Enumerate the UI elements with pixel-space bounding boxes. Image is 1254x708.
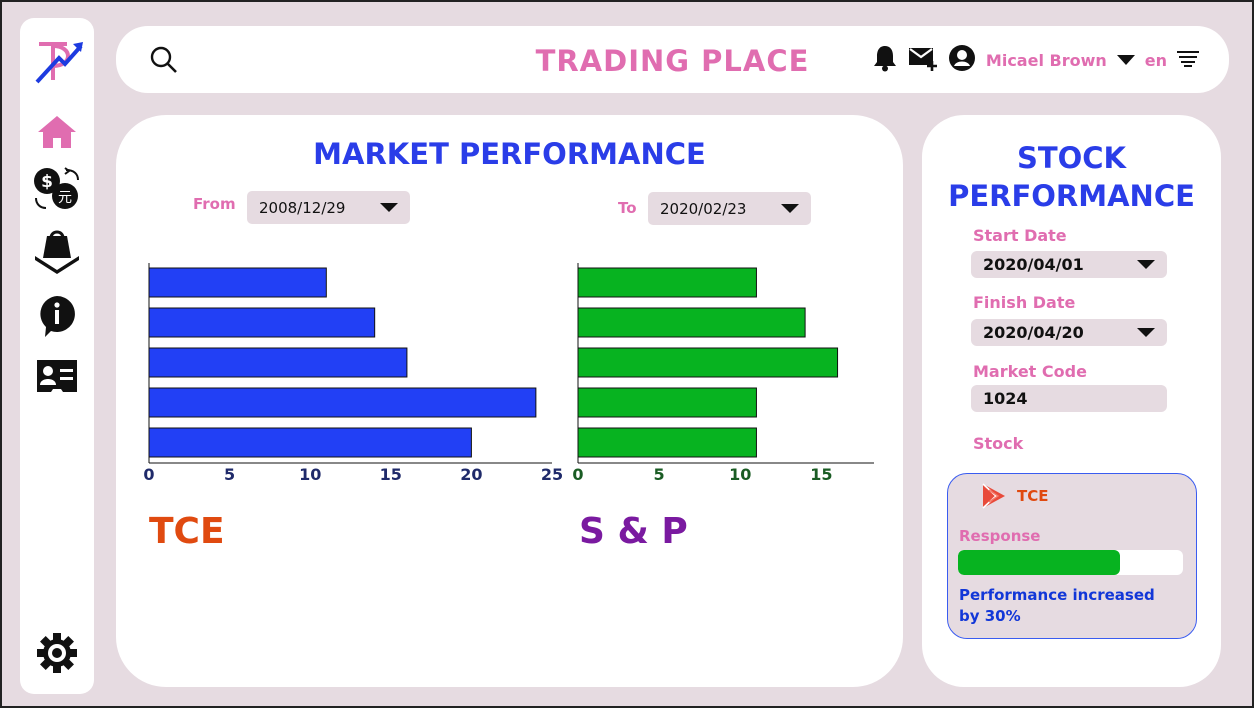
stock-card-name: TCE — [1017, 487, 1049, 505]
play-store-icon — [981, 482, 1007, 514]
market-code-value: 1024 — [983, 389, 1028, 408]
sp-bar-chart: 0 5 10 15 — [572, 263, 874, 484]
to-date-value: 2020/02/23 — [660, 199, 747, 218]
chart-tick-label: 0 — [572, 465, 583, 484]
chevron-down-icon — [1137, 328, 1155, 337]
chart-bar — [577, 307, 806, 338]
finish-date-dropdown[interactable]: 2020/04/20 — [971, 319, 1167, 346]
chart-tick-label: 25 — [541, 465, 563, 484]
bell-icon[interactable] — [872, 44, 898, 76]
chevron-down-icon — [1137, 260, 1155, 269]
language-selector[interactable]: en — [1144, 50, 1167, 70]
chevron-down-icon — [781, 204, 799, 213]
start-date-value: 2020/04/01 — [983, 255, 1084, 274]
response-progress-bar — [958, 550, 1183, 575]
to-label: To — [618, 199, 637, 217]
from-date-dropdown[interactable]: 2008/12/29 — [247, 191, 410, 224]
stock-performance-panel: STOCK PERFORMANCE Start Date 2020/04/01 … — [922, 115, 1221, 687]
search-icon[interactable] — [150, 46, 178, 78]
logo-icon[interactable] — [20, 34, 94, 90]
chart-tick-label: 5 — [654, 465, 665, 484]
svg-text:元: 元 — [58, 190, 72, 206]
chart-bar — [577, 267, 757, 298]
sidebar: $ 元 — [20, 18, 94, 694]
user-menu-caret-icon[interactable] — [1116, 51, 1135, 70]
stock-title-line1: STOCK — [1016, 141, 1127, 175]
finish-date-label: Finish Date — [973, 293, 1076, 312]
finish-date-value: 2020/04/20 — [983, 323, 1084, 342]
chart-bar — [577, 427, 757, 458]
contact-card-icon[interactable] — [20, 358, 94, 394]
start-date-dropdown[interactable]: 2020/04/01 — [971, 251, 1167, 278]
settings-icon[interactable] — [20, 632, 94, 674]
stock-card[interactable]: TCE Response Performance increased by 30… — [947, 473, 1197, 639]
stock-label: Stock — [973, 434, 1024, 453]
svg-text:$: $ — [41, 172, 53, 192]
chart-tick-label: 10 — [729, 465, 751, 484]
mail-add-icon[interactable] — [908, 45, 938, 75]
market-code-field[interactable]: 1024 — [971, 385, 1167, 412]
market-code-label: Market Code — [973, 362, 1087, 381]
market-performance-title: MARKET PERFORMANCE — [313, 137, 706, 171]
from-date-value: 2008/12/29 — [259, 198, 346, 217]
response-label: Response — [959, 527, 1041, 545]
market-performance-panel: MARKET PERFORMANCE From 2008/12/29 To 20… — [116, 115, 903, 687]
chart-tick-label: 10 — [299, 465, 321, 484]
chart-tick-label: 15 — [380, 465, 402, 484]
chart-bar — [577, 387, 757, 418]
chevron-down-icon — [380, 203, 398, 212]
language-menu-icon[interactable] — [1177, 49, 1199, 71]
chart-tick-label: 20 — [460, 465, 482, 484]
chart-tick-label: 0 — [143, 465, 154, 484]
chart-bar — [148, 267, 327, 298]
to-date-dropdown[interactable]: 2020/02/23 — [648, 192, 811, 225]
sp-chart-title: S & P — [579, 511, 688, 552]
chart-bar — [148, 347, 408, 378]
start-date-label: Start Date — [973, 226, 1067, 245]
tce-bar-chart: 0 5 10 15 20 25 — [143, 263, 563, 484]
shopping-bag-icon[interactable] — [20, 228, 94, 274]
info-icon[interactable] — [20, 294, 94, 338]
stock-title-line2: PERFORMANCE — [948, 179, 1195, 213]
from-label: From — [193, 195, 236, 213]
chart-tick-label: 15 — [810, 465, 832, 484]
chart-bar — [148, 307, 376, 338]
chart-tick-label: 5 — [224, 465, 235, 484]
home-icon[interactable] — [20, 114, 94, 150]
chart-bar — [148, 427, 472, 458]
performance-message: Performance increased by 30% — [959, 586, 1155, 625]
response-progress-fill — [958, 550, 1120, 575]
currency-exchange-icon[interactable]: $ 元 — [20, 166, 94, 212]
user-name[interactable]: Micael Brown — [985, 50, 1107, 70]
top-right-controls: Micael Brown en — [872, 44, 1199, 76]
tce-chart-title: TCE — [149, 511, 225, 552]
chart-bar — [148, 387, 537, 418]
top-bar: TRADING PLACE Micael Brown e — [116, 26, 1229, 93]
stock-performance-title: STOCK PERFORMANCE — [922, 139, 1221, 215]
avatar[interactable] — [948, 44, 976, 76]
chart-bar — [577, 347, 839, 378]
